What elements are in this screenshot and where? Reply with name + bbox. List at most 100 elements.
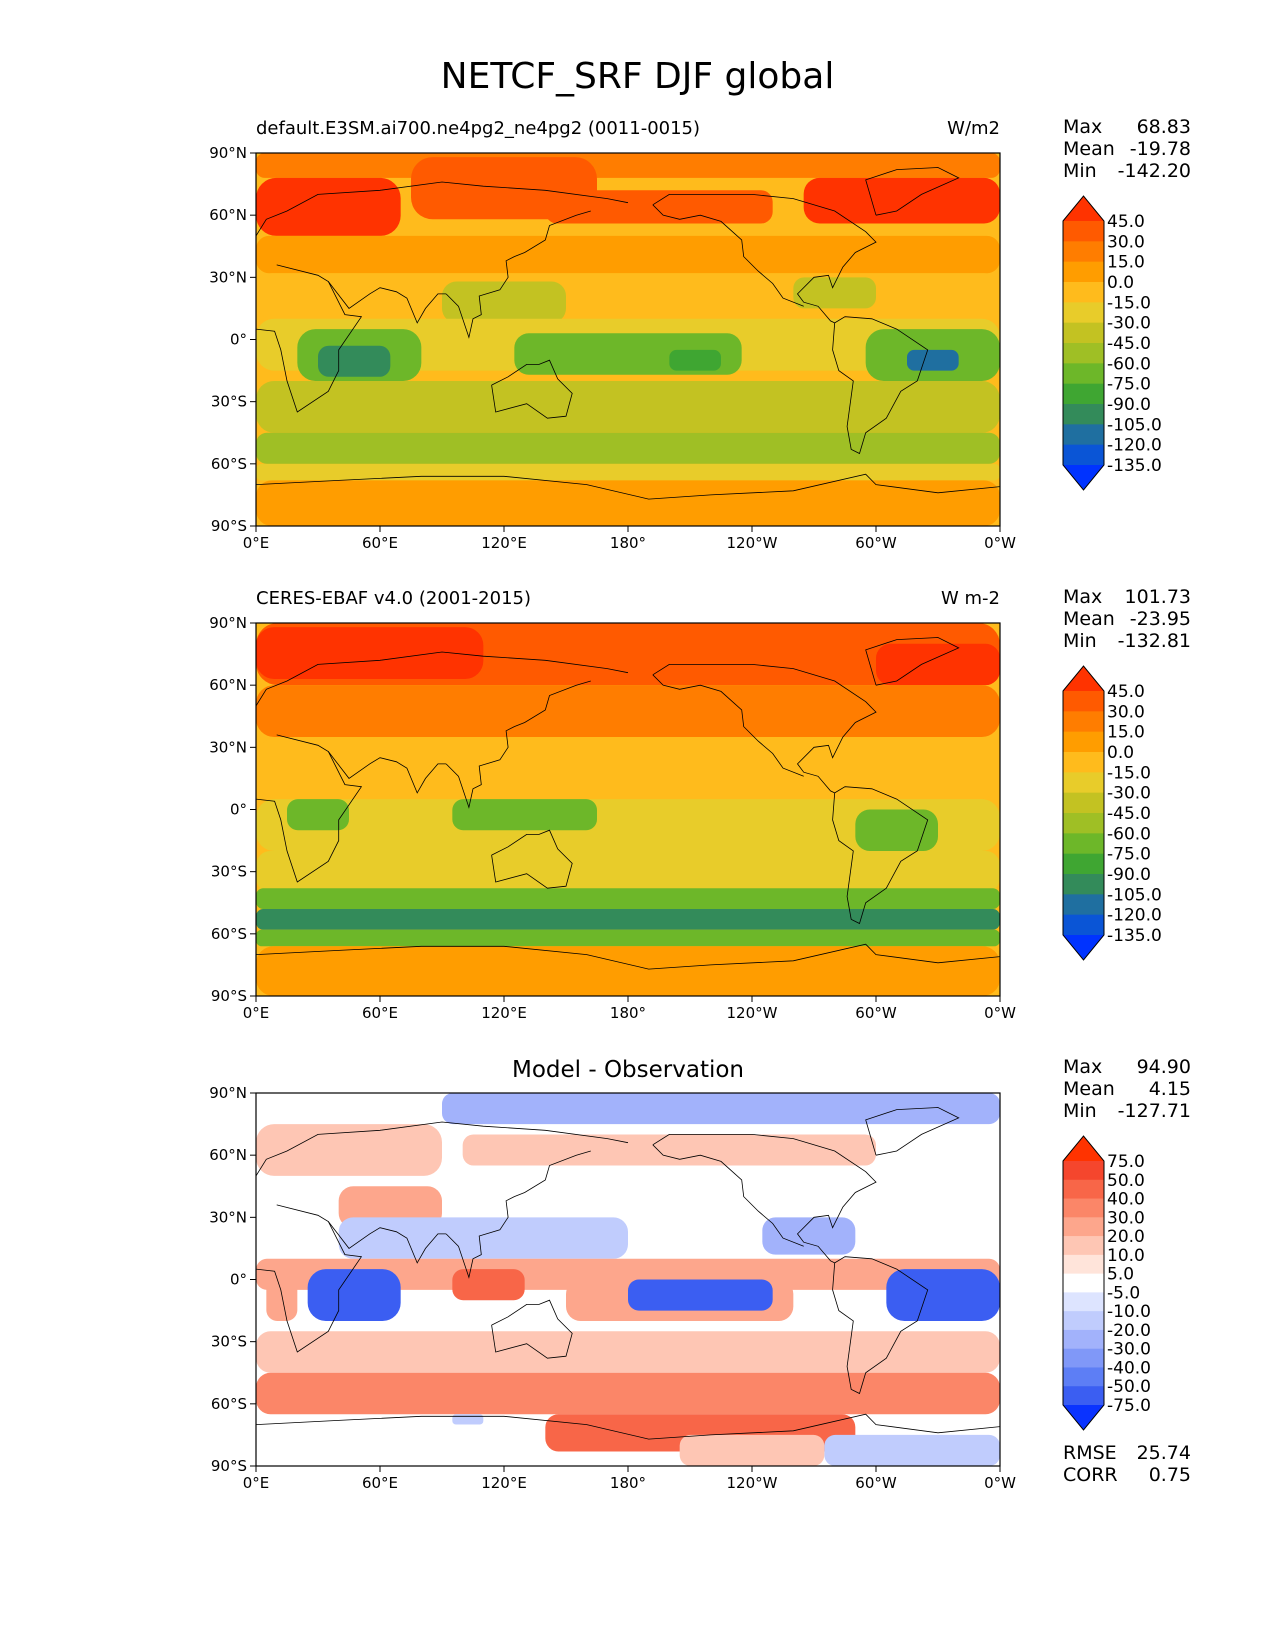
y-tick-label: 30°S [211, 1333, 247, 1351]
x-tick-label: 60°W [855, 534, 897, 552]
y-tick-label: 90°N [209, 614, 247, 632]
main-title: NETCF_SRF DJF global [440, 56, 835, 97]
map-field [256, 153, 1000, 526]
x-tick-label: 120°W [727, 1474, 778, 1492]
x-tick-label: 120°E [481, 534, 527, 552]
map-plot: 0°E 60°E 120°E 180° 120°W 60°W 0°W 90°N 60°N 30°N… [209, 144, 1162, 552]
y-tick-label: 90°S [211, 987, 247, 1005]
field-region [256, 1124, 442, 1176]
coastline [491, 1299, 573, 1359]
x-tick-label: 60°W [855, 1474, 897, 1492]
colorbar-label: 15.0 [1107, 253, 1145, 273]
x-tick-label: 60°W [855, 1004, 897, 1022]
coastline [652, 194, 877, 324]
field-region [256, 888, 1000, 909]
field-region [679, 1434, 825, 1466]
field-region [855, 809, 938, 851]
stat-max-value: 101.73 [1124, 586, 1191, 608]
map-field [256, 1093, 1000, 1466]
colorbar-label: 75.0 [1107, 1152, 1145, 1172]
stat-max-label: Max [1063, 1056, 1103, 1078]
colorbar-label: 30.0 [1107, 702, 1145, 722]
x-tick-label: 0°E [243, 534, 270, 552]
stat-max-label: Max [1063, 116, 1103, 138]
coastline [832, 1256, 929, 1395]
colorbar: 45.030.015.00.0-15.0-30.0-45.0-60.0-75.0… [1062, 665, 1162, 961]
colorbar-label: -75.0 [1107, 375, 1151, 395]
coastline [327, 281, 447, 324]
colorbar-extend-bottom [1063, 1405, 1104, 1430]
coastline [445, 210, 591, 339]
colorbar-label: 30.0 [1107, 232, 1145, 252]
colorbar-label: 0.0 [1107, 273, 1134, 293]
coastline [445, 1150, 591, 1279]
colorbar-label: -45.0 [1107, 804, 1151, 824]
stat-min-label: Min [1063, 1100, 1097, 1122]
coastline [256, 943, 1000, 970]
stat-min-label: Min [1063, 630, 1097, 652]
stat-mean-label: Mean [1063, 1078, 1115, 1100]
field-region [256, 380, 1000, 433]
field-region [256, 946, 1000, 996]
coastline [256, 473, 1000, 500]
coastline [256, 181, 629, 237]
y-tick-label: 90°N [209, 1084, 247, 1102]
stat-min-value: -132.81 [1117, 630, 1191, 652]
field-region [442, 281, 566, 323]
colorbar-swatch [1063, 1348, 1104, 1368]
coastline [327, 1221, 447, 1264]
x-tick-label: 0°W [984, 534, 1016, 552]
colorbar-swatch [1063, 752, 1104, 773]
coastline [832, 786, 929, 925]
colorbar-extend-top [1063, 196, 1104, 221]
colorbar-label: -105.0 [1107, 885, 1162, 905]
panel-title-left: CERES-EBAF v4.0 (2001-2015) [256, 588, 532, 609]
field-region [803, 177, 1000, 224]
y-tick-label: 60°S [211, 925, 247, 943]
colorbar-swatch [1063, 894, 1104, 916]
stat-min-label: Min [1063, 160, 1097, 182]
coastline [652, 1134, 877, 1264]
stat-mean-value: -19.78 [1129, 138, 1191, 160]
y-tick-label: 60°N [209, 676, 247, 694]
colorbar-swatch [1063, 1273, 1104, 1293]
colorbar-swatch [1063, 711, 1104, 733]
colorbar-label: -120.0 [1107, 436, 1162, 456]
colorbar-swatch [1063, 424, 1104, 446]
colorbar-label: -10.0 [1107, 1302, 1151, 1322]
coastline [865, 637, 960, 686]
colorbar-swatch [1063, 1254, 1104, 1275]
colorbar-label: -90.0 [1107, 865, 1151, 885]
stat-mean-label: Mean [1063, 138, 1115, 160]
y-tick-label: 0° [230, 1271, 247, 1289]
colorbar-label: -135.0 [1107, 456, 1162, 476]
stat-max-value: 68.83 [1136, 116, 1191, 138]
field-region [307, 1269, 401, 1321]
field-region [793, 277, 876, 309]
colorbar-outline [1062, 1135, 1105, 1431]
coastline [865, 167, 960, 216]
colorbar-swatch [1063, 383, 1104, 405]
colorbar-swatch [1063, 792, 1104, 814]
stat-max-value: 94.90 [1136, 1056, 1191, 1078]
field-region [545, 190, 773, 224]
colorbar-extend-top [1063, 1136, 1104, 1161]
field-region [256, 627, 484, 679]
colorbar-swatch [1063, 691, 1104, 712]
panel-model: default.E3SM.ai700.ne4pg2_ne4pg2 (0011-0… [0, 0, 1275, 552]
panel-footer-stats: RMSE 25.74 CORR 0.75 [1063, 1442, 1191, 1486]
field-region [338, 1217, 628, 1259]
x-tick-label: 60°E [362, 1474, 398, 1492]
colorbar-label: -60.0 [1107, 354, 1151, 374]
field-region [256, 850, 1000, 893]
colorbar-label: -120.0 [1107, 906, 1162, 926]
colorbar-swatch [1063, 1179, 1104, 1200]
colorbar-swatch [1063, 1386, 1104, 1406]
panel-observation: CERES-EBAF v4.0 (2001-2015) W m-2 Max 101… [0, 0, 1275, 1022]
panel-stats: Max 68.83 Mean -19.78 Min -142.20 [1063, 116, 1191, 182]
colorbar-label: 45.0 [1107, 682, 1145, 702]
colorbar-label: -30.0 [1107, 1340, 1151, 1360]
coastline [652, 1144, 804, 1247]
colorbar-extend-top [1063, 666, 1104, 691]
colorbar-swatch [1063, 914, 1104, 936]
